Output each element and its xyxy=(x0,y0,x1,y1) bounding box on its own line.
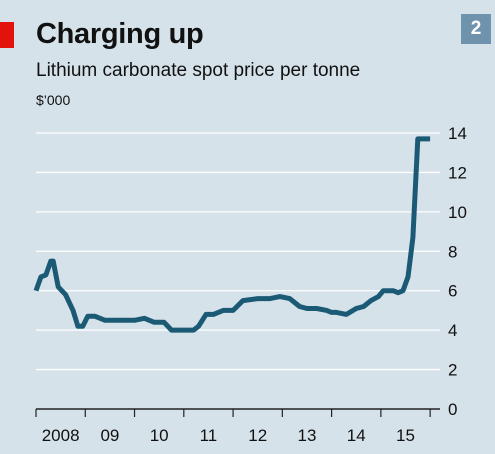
y-tick-label: 4 xyxy=(448,321,457,340)
gridlines xyxy=(36,132,440,371)
x-tick-label: 09 xyxy=(100,426,119,445)
series-line-0 xyxy=(33,136,431,333)
y-tick-label: 0 xyxy=(448,400,457,419)
y-tick-label: 2 xyxy=(448,361,457,380)
chart-subtitle: Lithium carbonate spot price per tonne xyxy=(36,60,361,81)
y-tick-label: 8 xyxy=(448,242,457,261)
x-tick-label: 11 xyxy=(200,426,218,445)
x-tick-label: 14 xyxy=(347,426,366,445)
tick-labels: 0 2 4 6 8 10 12 14 2008 09 10 11 12 13 14 15 xyxy=(42,124,467,445)
chart-title: Charging up xyxy=(36,18,204,50)
x-tick-label: 10 xyxy=(150,426,169,445)
y-tick-label: 6 xyxy=(448,282,457,301)
y-tick-label: 10 xyxy=(448,203,467,222)
x-axis xyxy=(35,408,440,417)
y-tick-label: 12 xyxy=(448,163,467,182)
x-tick-label: 2008 xyxy=(42,426,80,445)
x-tick-label: 12 xyxy=(248,426,267,445)
chart-number-badge: 2 xyxy=(461,14,491,44)
unit-label: $’000 xyxy=(36,92,71,108)
x-tick-label: 13 xyxy=(298,426,317,445)
series-layer xyxy=(33,136,431,333)
red-accent-tab xyxy=(0,22,14,48)
x-tick-label: 15 xyxy=(396,426,415,445)
y-tick-label: 14 xyxy=(448,124,467,143)
